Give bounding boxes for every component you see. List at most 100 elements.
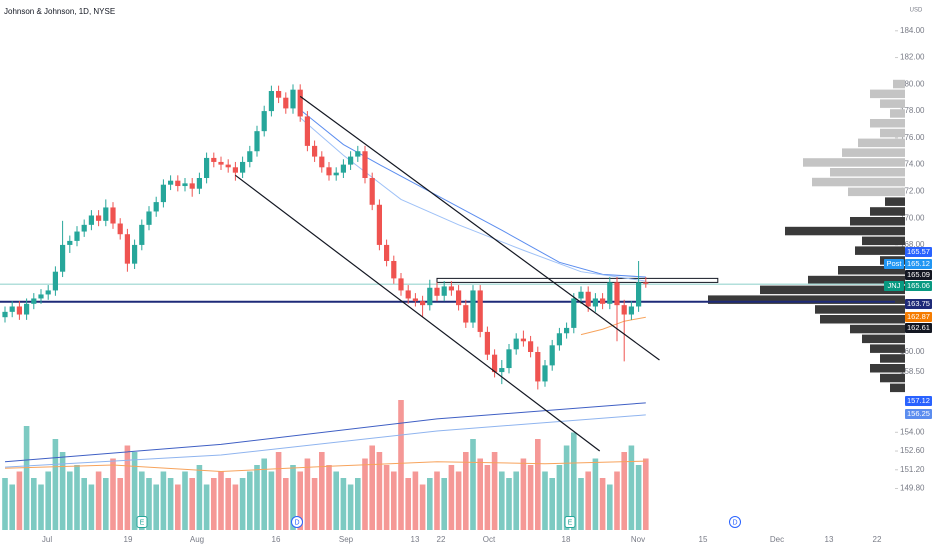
candle-body [31,298,37,304]
volume-bar [607,484,613,530]
candle-body [333,172,339,176]
x-tick-label: 19 [124,535,133,544]
candle-body [16,306,22,315]
price-tag [905,270,932,280]
volume-profile-bar [880,99,905,108]
volume-bar [196,465,203,530]
volume-bar [520,458,527,530]
volume-profile-bar [838,266,905,275]
candle-body [2,311,8,318]
y-tick-label: 170.00 [900,213,925,222]
volume-bar [571,432,577,530]
volume-bar [592,458,599,530]
volume-bar [23,426,30,530]
candle-body [232,167,238,173]
volume-profile-bar [848,187,905,197]
price-tag-label: 165.57 [907,247,930,256]
price-tag [905,396,932,406]
volume-bar [103,478,109,530]
candle-body [175,180,181,187]
price-tag [905,259,932,269]
candle-body [441,286,447,296]
candle-body [420,301,426,306]
y-tick-label: 149.80 [900,484,925,493]
candle-body [189,183,195,189]
event-icon [729,516,741,528]
candle-body [520,338,526,342]
volume-bar [527,465,534,530]
candle-body [319,156,325,168]
candle-body [427,287,433,306]
candle-body [52,271,58,291]
price-tag-name-label: Post [886,259,902,268]
volume-bar [74,465,80,530]
candle-body [470,290,476,323]
volume-bar [81,478,87,530]
volume-bar [643,458,649,530]
volume-profile-bar [760,285,905,295]
volume-bar [506,478,512,530]
volume-bar [499,471,505,530]
x-tick-label: 22 [437,535,446,544]
candle-body [146,211,152,225]
volume-bar [117,478,123,530]
volume-bar [419,484,426,530]
volume-bar [347,484,354,530]
volume-bar [146,478,152,530]
candle-body [636,282,642,307]
currency: USD [910,8,923,14]
volume-profile-bar [858,138,905,148]
candle-body [312,145,318,157]
volume-bar [635,465,642,530]
volume-bar [448,465,455,530]
candle-body [600,298,606,304]
price-tag-label: 162.61 [907,323,930,332]
volume-profile-bar [870,364,905,373]
candle-body [391,260,397,279]
y-tick-label: 174.00 [900,160,925,169]
volume-bar [391,471,397,530]
volume-bar [304,458,311,530]
volume-bar [45,471,51,530]
range-box [436,277,719,283]
y-tick-label: 178.00 [900,106,925,115]
volume-bar [95,471,102,530]
candle-body [103,207,109,221]
y-tick-label: 184.00 [900,26,925,35]
candle-body [412,298,418,302]
volume-profile-bar [842,148,905,157]
event-label: D [732,519,737,526]
volume-bar [628,445,635,530]
candle-body [362,151,368,179]
volume-bar [283,478,289,530]
volume-bar [131,452,138,530]
price-tag [905,247,932,257]
price-tag-label: 163.75 [907,299,930,308]
price-tag-name-label: JNJ [888,281,901,290]
volume-profile-bar [870,344,905,353]
candle-body [211,157,217,162]
volume-bar [491,452,498,530]
candle-body [124,234,130,264]
volume-bar [239,478,246,530]
volume-bar [463,452,469,530]
candle-body [88,215,94,225]
candle-body [456,290,462,306]
price-tag [905,409,932,419]
volume-bar [599,478,606,530]
volume-bar [398,400,404,530]
candle-body [578,291,584,299]
volume-bar [88,484,95,530]
price-tag-label: 165.12 [907,259,930,268]
volume-bar [427,478,433,530]
candle-body [592,298,598,307]
volume-bar [455,471,462,530]
candle-body [549,345,555,366]
volume-bar [160,471,167,530]
volume-profile-bar [890,109,905,118]
volume-bar [376,452,383,530]
candle-body [290,89,296,109]
candle-body [340,164,346,173]
candle-body [477,290,483,332]
volume-bar [175,484,181,530]
